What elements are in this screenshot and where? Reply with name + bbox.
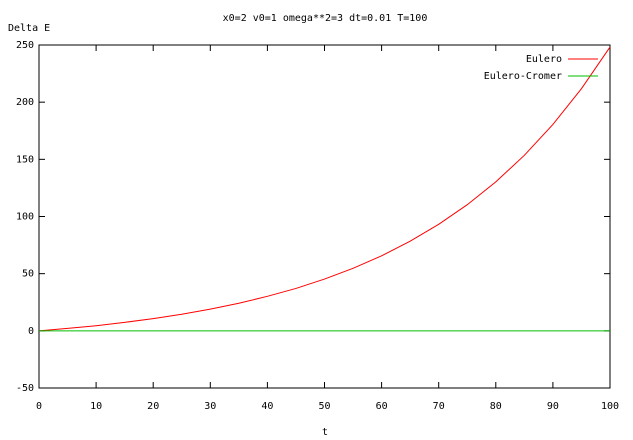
x-tick-label: 40 (261, 401, 273, 412)
legend-label: Eulero (526, 54, 562, 65)
x-axis-label: t (322, 427, 328, 438)
y-tick-label: 150 (16, 154, 34, 165)
x-tick-label: 50 (318, 401, 330, 412)
x-tick-label: 20 (147, 401, 159, 412)
legend-label: Eulero-Cromer (484, 71, 562, 82)
x-tick-label: 80 (490, 401, 502, 412)
x-tick-label: 90 (547, 401, 559, 412)
x-tick-label: 30 (204, 401, 216, 412)
y-tick-label: -50 (16, 383, 34, 394)
series-line (38, 46, 611, 332)
x-tick-label: 60 (376, 401, 388, 412)
y-axis-label: Delta E (8, 23, 50, 34)
y-tick-label: 50 (22, 269, 34, 280)
x-tick-label: 0 (36, 401, 42, 412)
y-tick-label: 0 (28, 326, 34, 337)
plot-border (38, 44, 611, 389)
chart-title: x0=2 v0=1 omega**2=3 dt=0.01 T=100 (223, 13, 428, 24)
y-tick-label: 200 (16, 97, 34, 108)
x-tick-label: 70 (433, 401, 445, 412)
x-tick-label: 100 (601, 401, 619, 412)
x-tick-label: 10 (90, 401, 102, 412)
y-tick-label: 250 (16, 40, 34, 51)
y-tick-label: 100 (16, 212, 34, 223)
